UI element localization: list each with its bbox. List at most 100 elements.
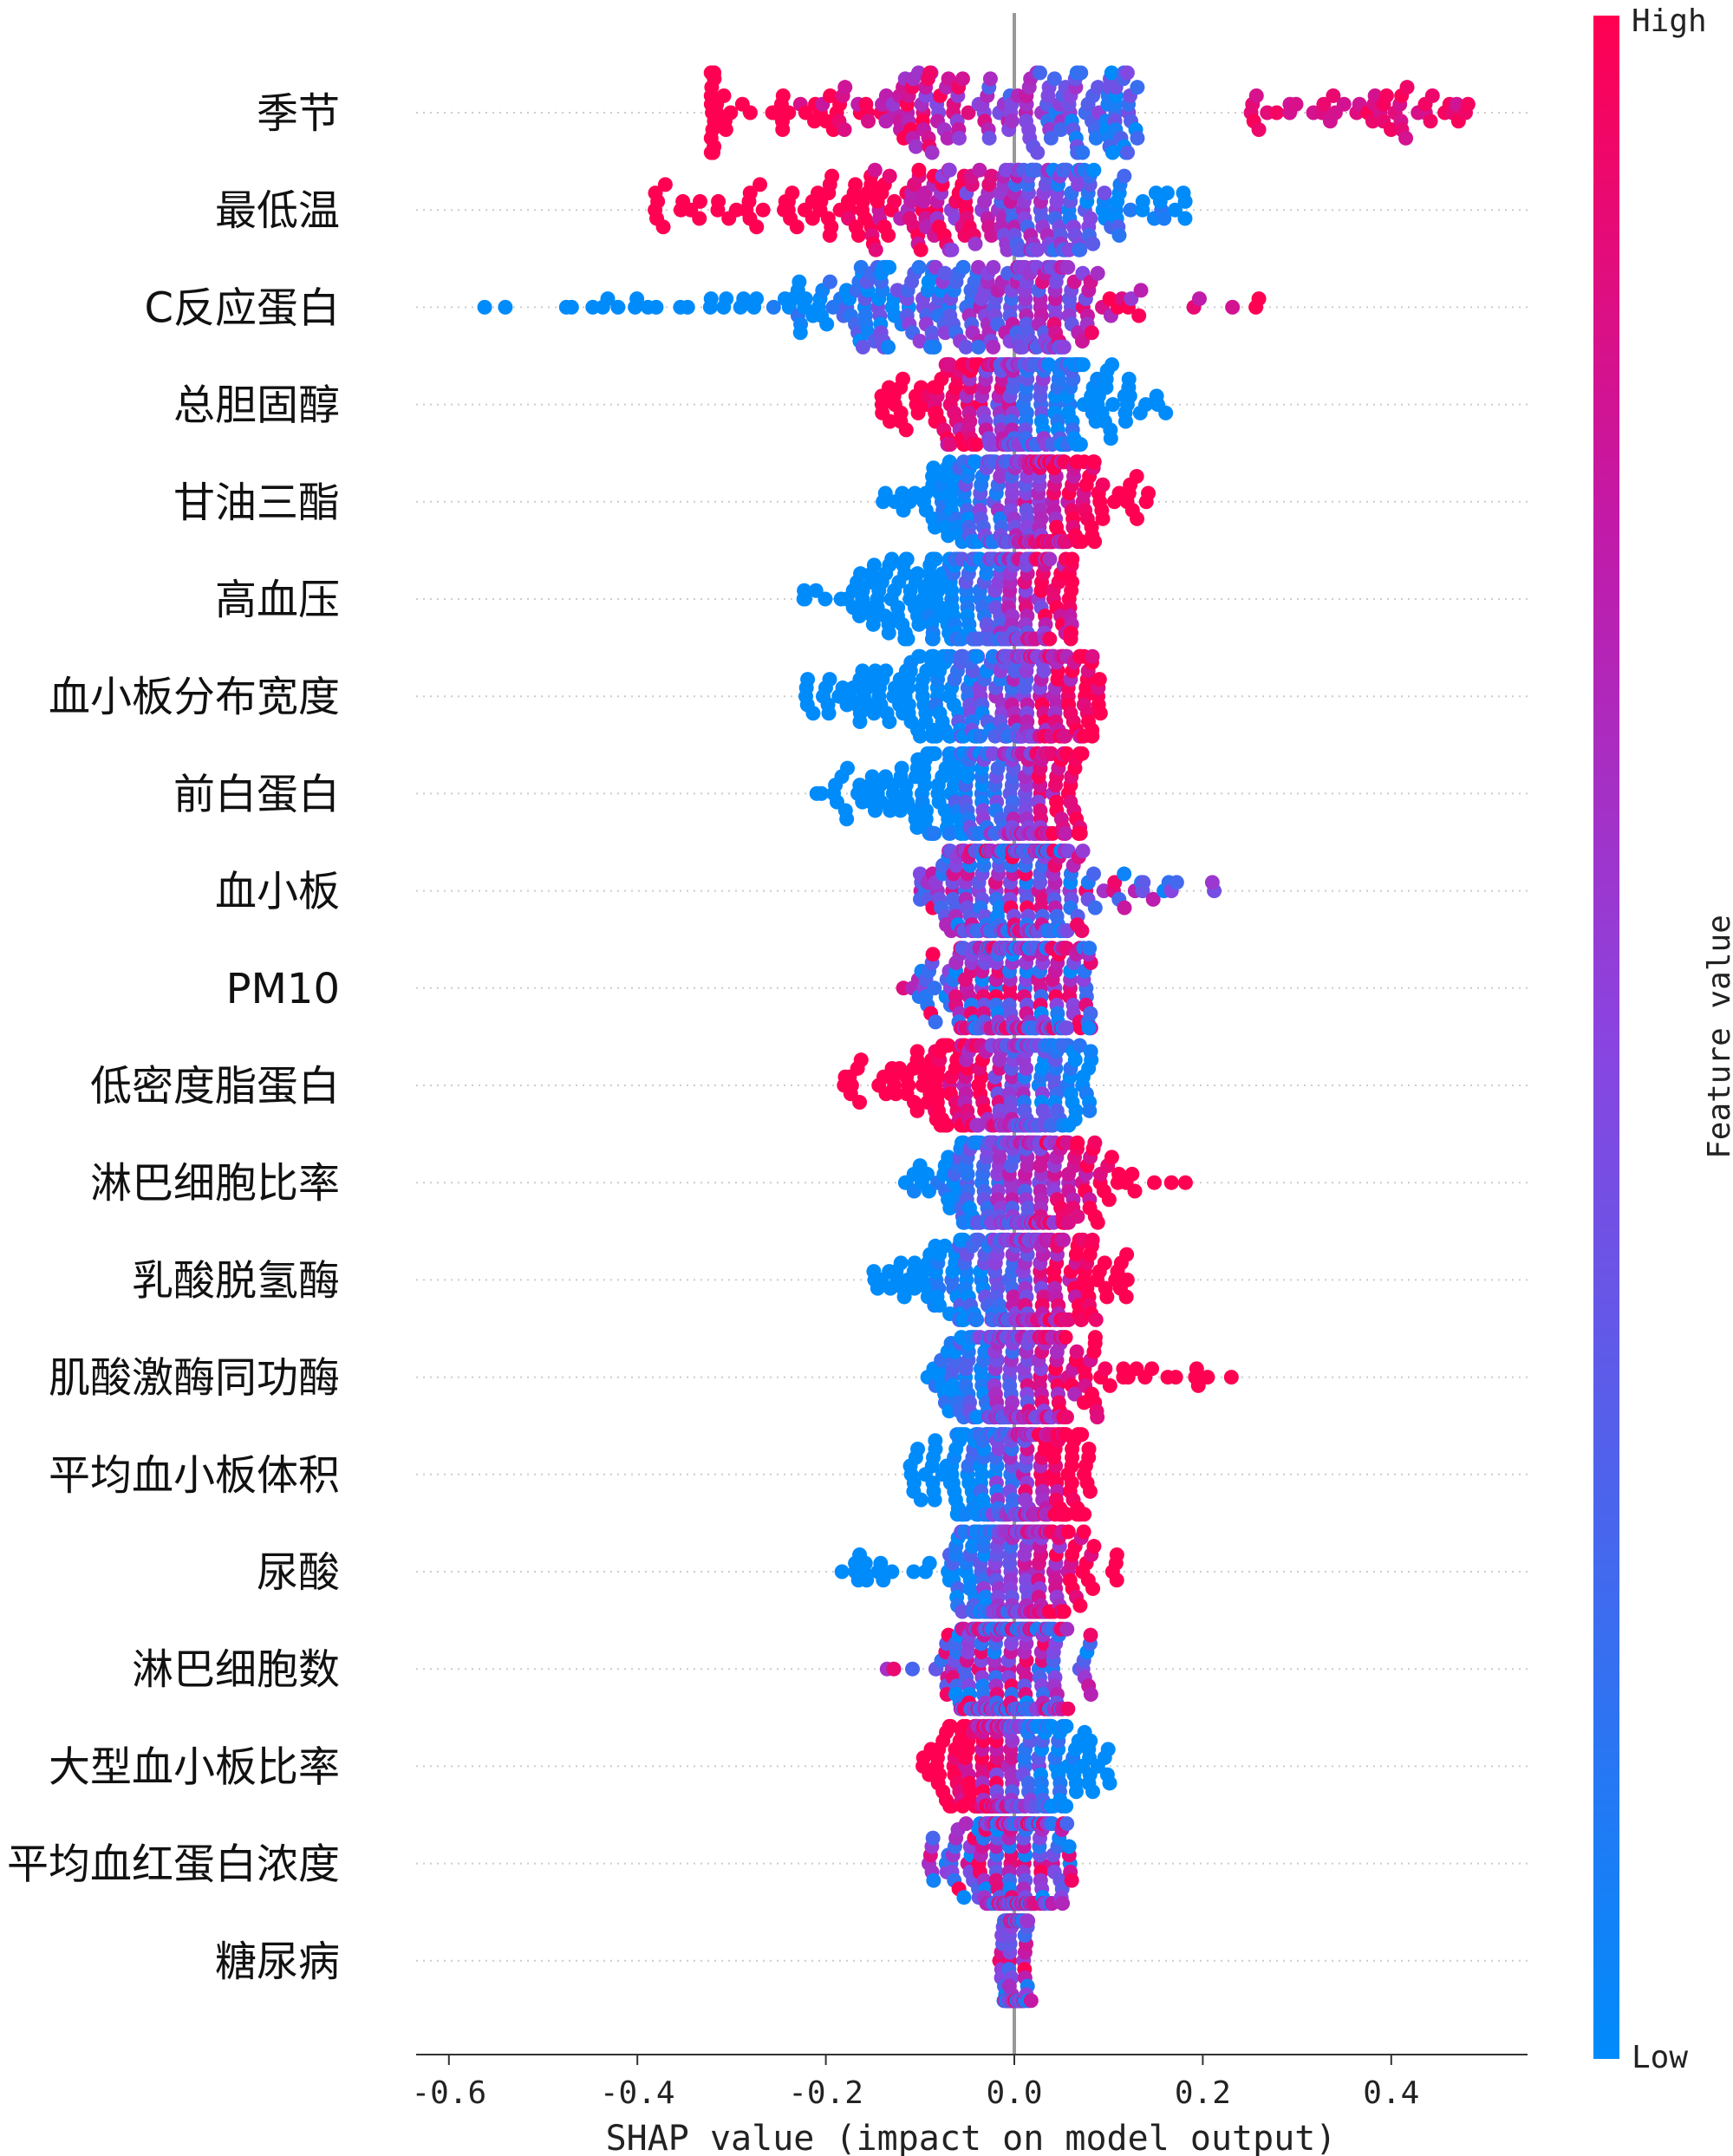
- data-point: [1030, 242, 1046, 257]
- data-point: [792, 274, 807, 290]
- data-point: [752, 177, 768, 192]
- data-point: [1156, 211, 1172, 226]
- data-point: [742, 186, 758, 201]
- data-point: [821, 706, 837, 721]
- data-point: [789, 219, 805, 235]
- data-point: [648, 186, 663, 201]
- data-point: [564, 299, 579, 315]
- data-point: [937, 265, 953, 281]
- data-point: [861, 114, 876, 129]
- data-point: [711, 193, 726, 209]
- data-point: [912, 728, 928, 744]
- data-point: [822, 274, 837, 290]
- data-point: [1067, 1111, 1083, 1127]
- data-point: [900, 631, 915, 647]
- data-point: [971, 339, 987, 355]
- data-point: [1083, 1733, 1098, 1749]
- data-point: [755, 202, 771, 218]
- data-point: [1378, 88, 1394, 103]
- data-point: [1073, 65, 1089, 81]
- data-point: [1269, 105, 1285, 121]
- data-point: [1074, 923, 1090, 939]
- data-point: [1087, 1330, 1103, 1345]
- data-point: [1059, 1020, 1075, 1036]
- data-point: [1248, 88, 1264, 103]
- data-point: [1072, 242, 1087, 257]
- data-point: [1119, 65, 1135, 81]
- data-point: [1336, 96, 1352, 112]
- data-point: [941, 1150, 956, 1165]
- data-point: [942, 1201, 958, 1216]
- data-point: [1398, 130, 1414, 146]
- data-point: [1138, 397, 1154, 413]
- data-point: [848, 177, 863, 192]
- data-point: [1135, 193, 1150, 209]
- data-point: [1090, 1410, 1105, 1425]
- data-point: [477, 299, 492, 315]
- data-point: [1060, 1524, 1076, 1540]
- data-point: [1117, 866, 1132, 882]
- data-point: [766, 299, 781, 315]
- data-point: [703, 145, 719, 160]
- data-point: [911, 259, 927, 275]
- data-point: [889, 283, 905, 298]
- data-point: [1129, 468, 1144, 484]
- data-point: [850, 228, 866, 244]
- data-point: [1055, 1896, 1071, 1912]
- data-point: [1087, 534, 1103, 550]
- data-point: [1091, 80, 1106, 95]
- data-point: [1056, 1232, 1072, 1247]
- data-point: [1316, 96, 1332, 112]
- data-point: [1121, 371, 1137, 387]
- data-point: [1072, 437, 1088, 453]
- data-point: [1060, 1701, 1076, 1716]
- data-point: [928, 551, 943, 567]
- data-point: [969, 648, 985, 664]
- data-point: [1122, 388, 1137, 404]
- data-point: [866, 557, 882, 573]
- data-point: [887, 193, 902, 209]
- data-point: [736, 291, 752, 307]
- data-point: [775, 122, 791, 138]
- data-point: [928, 1433, 943, 1449]
- data-point: [1082, 1103, 1098, 1118]
- data-point: [1077, 1507, 1092, 1522]
- data-point: [1083, 1687, 1098, 1703]
- data-point: [893, 1255, 909, 1271]
- data-point: [1056, 339, 1072, 355]
- data-point: [1075, 844, 1091, 859]
- data-point: [1111, 228, 1127, 244]
- data-point: [1088, 1312, 1104, 1327]
- data-point: [984, 168, 1000, 184]
- data-point: [680, 299, 695, 315]
- data-point: [882, 259, 897, 275]
- data-point: [1057, 728, 1072, 744]
- data-point: [1064, 1873, 1079, 1888]
- data-point: [1118, 1289, 1134, 1305]
- data-point: [785, 186, 800, 201]
- data-point: [1119, 1272, 1135, 1287]
- data-point: [1460, 96, 1476, 112]
- data-point: [1251, 122, 1267, 138]
- data-point: [1042, 631, 1058, 647]
- data-point: [895, 371, 910, 387]
- data-point: [1191, 291, 1207, 307]
- data-point: [1085, 236, 1101, 251]
- data-point: [1030, 145, 1046, 160]
- data-point: [1061, 1839, 1077, 1854]
- data-point: [1082, 941, 1098, 956]
- data-point: [1095, 477, 1111, 492]
- data-point: [956, 1427, 972, 1443]
- data-point: [1130, 511, 1145, 526]
- data-point: [1084, 325, 1099, 341]
- data-point: [1399, 80, 1415, 95]
- data-point: [922, 1555, 937, 1571]
- data-point: [958, 339, 974, 355]
- data-point: [1090, 265, 1105, 281]
- data-point: [823, 88, 838, 103]
- data-point: [1056, 1604, 1072, 1619]
- data-point: [1099, 1289, 1115, 1305]
- data-point: [907, 1255, 922, 1271]
- data-point: [1074, 1427, 1090, 1443]
- data-point: [911, 162, 927, 178]
